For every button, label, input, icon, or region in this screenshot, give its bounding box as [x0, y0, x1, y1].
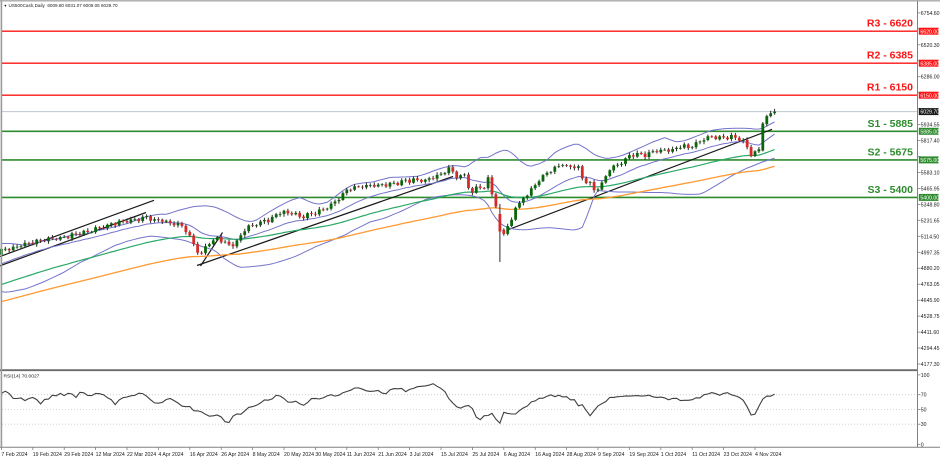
svg-text:6520.30: 6520.30	[921, 43, 940, 49]
svg-text:4411.60: 4411.60	[921, 330, 939, 336]
svg-text:19 Sep 2024: 19 Sep 2024	[629, 452, 659, 458]
svg-text:6754.60: 6754.60	[921, 11, 940, 17]
svg-text:0: 0	[921, 442, 924, 448]
svg-text:30 May 2024: 30 May 2024	[315, 452, 345, 458]
svg-text:26 Apr 2024: 26 Apr 2024	[221, 452, 249, 458]
svg-text:5400.00: 5400.00	[920, 196, 939, 202]
svg-text:4528.75: 4528.75	[921, 314, 940, 320]
svg-text:20 May 2024: 20 May 2024	[284, 452, 314, 458]
svg-text:100: 100	[921, 373, 930, 379]
svg-text:11 Jun 2024: 11 Jun 2024	[347, 452, 375, 458]
svg-text:4294.45: 4294.45	[921, 346, 940, 352]
svg-text:5231.65: 5231.65	[921, 218, 940, 224]
svg-text:6029.70: 6029.70	[920, 110, 939, 116]
svg-text:5885.00: 5885.00	[920, 129, 939, 135]
svg-text:R1 - 6150: R1 - 6150	[867, 82, 913, 94]
svg-text:70: 70	[921, 393, 927, 399]
svg-text:4880.20: 4880.20	[921, 266, 940, 272]
svg-text:25 Jul 2024: 25 Jul 2024	[472, 452, 499, 458]
svg-text:4763.05: 4763.05	[921, 282, 940, 288]
svg-text:5583.10: 5583.10	[921, 171, 940, 177]
svg-text:9 Sep 2024: 9 Sep 2024	[598, 452, 625, 458]
svg-text:5934.55: 5934.55	[921, 123, 940, 129]
svg-text:R3 - 6620: R3 - 6620	[867, 18, 913, 30]
svg-text:RSI(14) 70.0027: RSI(14) 70.0027	[4, 373, 40, 379]
svg-text:6150.00: 6150.00	[920, 93, 939, 99]
svg-text:S3 - 5400: S3 - 5400	[867, 184, 913, 196]
svg-text:21 Jun 2024: 21 Jun 2024	[378, 452, 407, 458]
svg-text:R2 - 6385: R2 - 6385	[867, 50, 913, 62]
svg-text:5675.00: 5675.00	[920, 158, 939, 164]
svg-text:12 Mar 2024: 12 Mar 2024	[96, 452, 125, 458]
svg-text:5114.50: 5114.50	[921, 234, 939, 240]
svg-text:19 Feb 2024: 19 Feb 2024	[33, 452, 62, 458]
svg-text:6620.00: 6620.00	[920, 29, 939, 35]
svg-text:5817.40: 5817.40	[921, 139, 940, 145]
svg-text:16 Aug 2024: 16 Aug 2024	[535, 452, 564, 458]
svg-text:1 Oct 2024: 1 Oct 2024	[661, 452, 686, 458]
svg-text:5348.80: 5348.80	[921, 202, 940, 208]
svg-text:4997.35: 4997.35	[921, 250, 940, 256]
svg-text:16 Apr 2024: 16 Apr 2024	[190, 452, 218, 458]
svg-text:29 Feb 2024: 29 Feb 2024	[64, 452, 93, 458]
svg-text:30: 30	[921, 422, 927, 428]
svg-text:5465.95: 5465.95	[921, 186, 940, 192]
svg-text:6 Aug 2024: 6 Aug 2024	[504, 452, 530, 458]
svg-text:7 Feb 2024: 7 Feb 2024	[1, 452, 27, 458]
svg-text:S1 - 5885: S1 - 5885	[867, 118, 913, 130]
svg-text:11 Oct 2024: 11 Oct 2024	[692, 452, 720, 458]
svg-text:28 Aug 2024: 28 Aug 2024	[567, 452, 596, 458]
svg-text:23 Oct 2024: 23 Oct 2024	[724, 452, 752, 458]
svg-text:▼ US500Cash,Daily 6009.80 603: ▼ US500Cash,Daily 6009.80 6031.07 6009.0…	[4, 3, 119, 8]
svg-text:15 Jul 2024: 15 Jul 2024	[441, 452, 468, 458]
svg-text:4 Nov 2024: 4 Nov 2024	[755, 452, 782, 458]
svg-text:8 May 2024: 8 May 2024	[253, 452, 280, 458]
svg-text:6385.00: 6385.00	[920, 61, 939, 67]
svg-text:6286.00: 6286.00	[921, 75, 940, 81]
svg-text:22 Mar 2024: 22 Mar 2024	[127, 452, 156, 458]
svg-text:50: 50	[921, 408, 927, 414]
svg-text:4177.30: 4177.30	[921, 362, 940, 368]
svg-text:4 Apr 2024: 4 Apr 2024	[158, 452, 183, 458]
svg-text:S2 - 5675: S2 - 5675	[867, 146, 913, 158]
svg-text:3 Jul 2024: 3 Jul 2024	[410, 452, 434, 458]
svg-text:4645.90: 4645.90	[921, 298, 940, 304]
